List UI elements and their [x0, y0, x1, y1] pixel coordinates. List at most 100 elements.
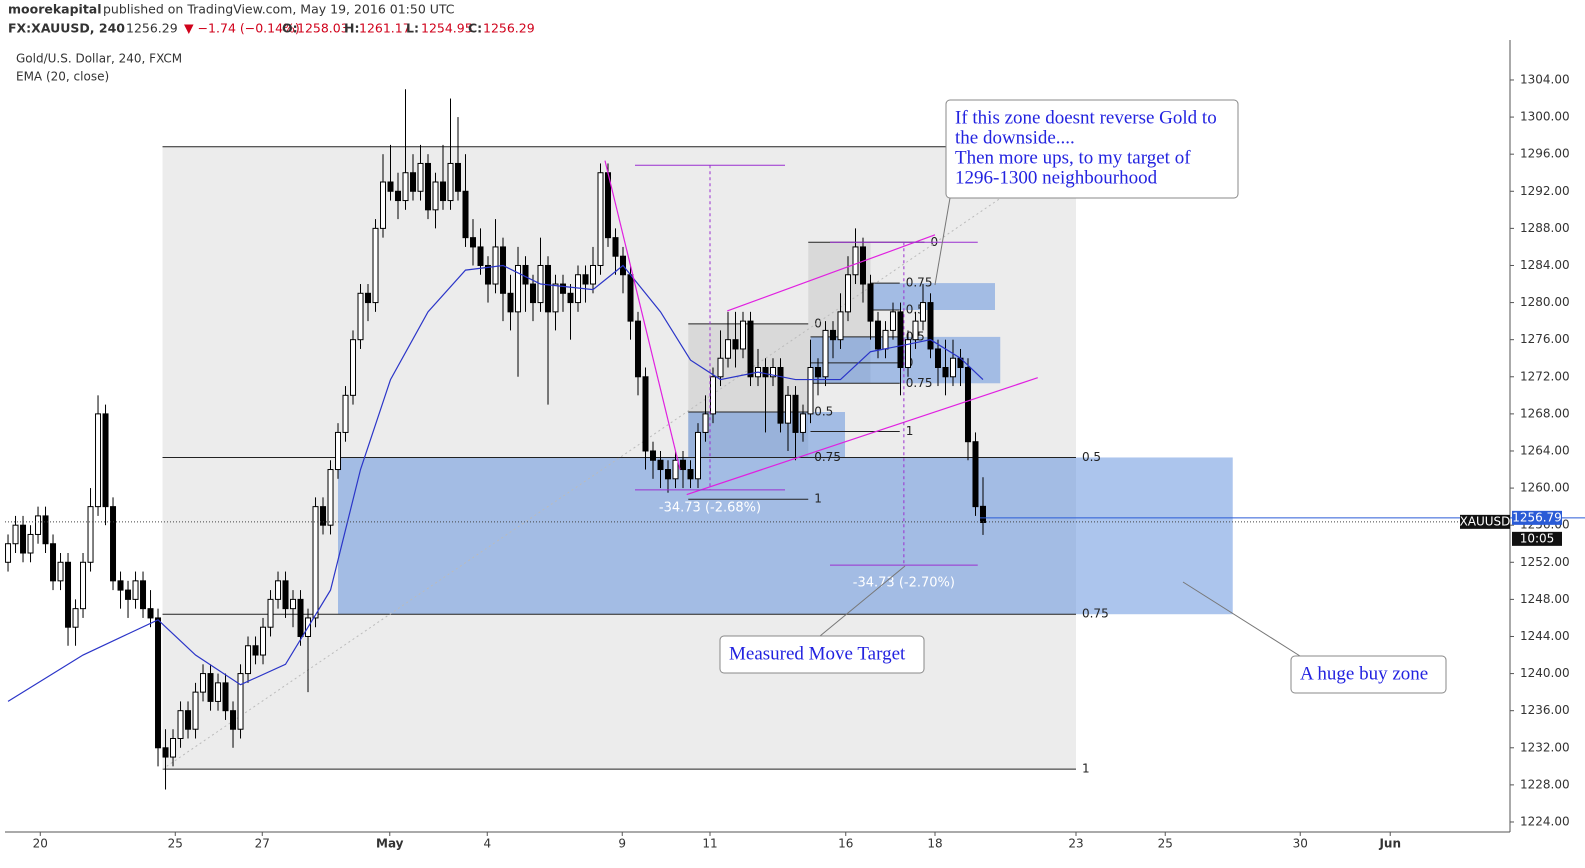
price-label: 1256.79: [1512, 510, 1562, 524]
ohlc-value: 1254.95: [421, 21, 473, 36]
countdown-label: 10:05: [1520, 531, 1555, 545]
candle-body: [372, 227, 379, 304]
symbol: FX:XAUUSD, 240: [8, 21, 125, 36]
y-tick-label: 1284.00: [1520, 258, 1570, 272]
candle-body: [612, 237, 619, 257]
ohlc-label: H:: [344, 21, 359, 36]
symbol-box: [1460, 514, 1510, 529]
candle-body: [889, 311, 896, 331]
x-tick-label: 23: [1068, 837, 1083, 851]
x-tick-label: 18: [927, 837, 942, 851]
candle-body: [627, 274, 634, 322]
ohlc-value: 1261.17: [359, 21, 411, 36]
candle-body: [27, 533, 34, 554]
candle-body: [5, 543, 12, 563]
fib-label: 0.75: [906, 276, 933, 290]
y-tick-label: 1276.00: [1520, 332, 1570, 346]
ema-legend: EMA (20, close): [16, 70, 109, 84]
candle-body: [57, 561, 64, 582]
y-tick-label: 1292.00: [1520, 184, 1570, 198]
candle-body: [395, 190, 402, 202]
candle-body: [777, 367, 784, 424]
candle-body: [829, 329, 836, 341]
ohlc-label: L:: [406, 21, 419, 36]
candle-body: [102, 413, 109, 508]
y-tick-label: 1248.00: [1520, 592, 1570, 606]
candle-body: [357, 292, 364, 341]
candle-body: [882, 329, 889, 350]
note-text: A huge buy zone: [1300, 663, 1428, 684]
zone: [688, 412, 845, 458]
note-text: If this zone doesnt reverse Gold to: [955, 107, 1217, 128]
candle-body: [507, 292, 514, 313]
fib-diagonal: [162, 146, 1077, 770]
mm-label: -34.73 (-2.68%): [659, 500, 761, 515]
x-tick-label: May: [376, 837, 404, 851]
candle-body: [972, 441, 979, 508]
y-tick-label: 1264.00: [1520, 443, 1570, 457]
candle-body: [844, 274, 851, 313]
note-box: [945, 99, 1239, 199]
symbol-label: XAUUSD: [1460, 514, 1511, 528]
trend-line: [686, 377, 1038, 496]
ohlc-label: C:: [468, 21, 482, 36]
candle-body: [897, 311, 904, 369]
candle-body: [185, 710, 192, 730]
candle-body: [934, 348, 941, 369]
fib-label: 0.5: [1082, 450, 1101, 464]
plot: 00.50.75100.50.75100.750.50.500.751-34.7…: [5, 89, 1510, 790]
candle-body: [672, 459, 679, 480]
candle-body: [500, 246, 507, 294]
candle-body: [455, 162, 462, 192]
candle-body: [380, 181, 387, 229]
y-tick-label: 1232.00: [1520, 740, 1570, 754]
candle-body: [410, 172, 417, 192]
candle-body: [725, 339, 732, 359]
candle-body: [949, 357, 956, 378]
fib-label: 0.75: [1082, 607, 1109, 621]
candle-body: [635, 320, 642, 378]
candle-body: [747, 320, 754, 378]
candle-body: [65, 561, 72, 628]
x-tick-label: Jun: [1378, 837, 1401, 851]
fib-label: 0.75: [814, 450, 841, 464]
candle-body: [312, 506, 319, 619]
candle-body: [155, 617, 162, 749]
candle-body: [425, 162, 432, 211]
candle-body: [515, 264, 522, 313]
candle-body: [132, 580, 139, 600]
note-text: Then more ups, to my target of: [955, 147, 1191, 168]
candle-body: [50, 543, 57, 582]
candle-body: [650, 450, 657, 461]
y-tick-label: 1288.00: [1520, 221, 1570, 235]
candle-body: [230, 710, 237, 730]
candle-body: [530, 283, 537, 304]
y-tick-label: 1304.00: [1520, 72, 1570, 86]
candle-body: [545, 264, 552, 313]
candle-body: [290, 598, 297, 610]
candle-body: [822, 329, 829, 378]
candle-body: [485, 264, 492, 285]
y-tick-label: 1300.00: [1520, 110, 1570, 124]
x-tick-label: 25: [1158, 837, 1173, 851]
candle-body: [964, 367, 971, 443]
fib-label: 0.5: [814, 405, 833, 419]
y-tick-label: 1252.00: [1520, 555, 1570, 569]
candle-body: [297, 598, 304, 637]
fib-label: 1: [814, 492, 822, 506]
candle-body: [350, 339, 357, 396]
candle-body: [110, 506, 117, 582]
candle-body: [440, 181, 447, 202]
candle-body: [859, 246, 866, 285]
candle-body: [799, 413, 806, 433]
trend-line: [727, 234, 936, 312]
candle-body: [252, 645, 259, 656]
candle-body: [215, 682, 222, 702]
candle-body: [762, 367, 769, 378]
candle-body: [582, 274, 589, 285]
candle-body: [267, 598, 274, 628]
candle-body: [447, 162, 454, 202]
note-box: [1290, 655, 1447, 694]
trend-line: [604, 160, 681, 470]
